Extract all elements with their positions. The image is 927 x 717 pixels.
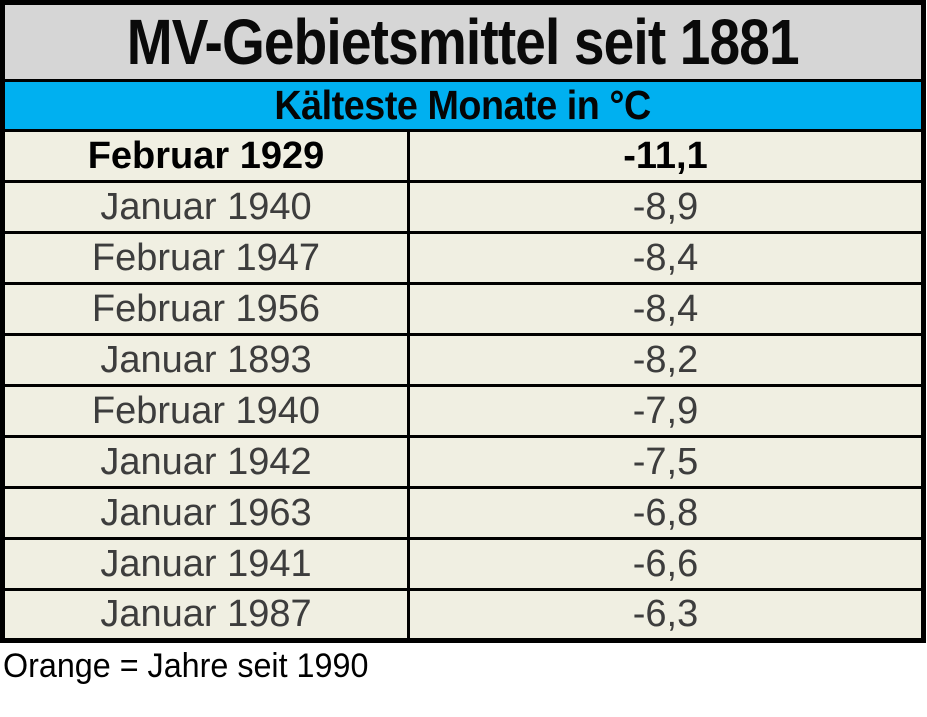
month-cell: Februar 1947 xyxy=(1,231,410,285)
value-cell: -7,9 xyxy=(407,384,925,438)
month-cell: Januar 1940 xyxy=(1,180,410,234)
table-row: Januar 1940 -8,9 xyxy=(1,180,925,234)
value-cell: -8,9 xyxy=(407,180,925,234)
legend-footnote-text: Orange = Jahre seit 1990 xyxy=(3,647,369,685)
coldest-months-table: MV-Gebietsmittel seit 1881 Kälteste Mona… xyxy=(0,0,926,643)
month-cell: Januar 1893 xyxy=(1,333,410,387)
month-cell: Januar 1942 xyxy=(1,435,410,489)
table-title: MV-Gebietsmittel seit 1881 xyxy=(126,6,800,78)
value-cell: -11,1 xyxy=(407,129,925,183)
value-cell: -6,3 xyxy=(407,588,925,642)
value-cell: -8,4 xyxy=(407,231,925,285)
table-row: Januar 1893 -8,2 xyxy=(1,333,925,387)
table-subtitle-cell: Kälteste Monate in °C xyxy=(1,79,925,132)
subtitle-row: Kälteste Monate in °C xyxy=(1,79,925,132)
legend-footnote: Orange = Jahre seit 1990 xyxy=(3,647,927,685)
table-row: Februar 1940 -7,9 xyxy=(1,384,925,438)
value-cell: -8,2 xyxy=(407,333,925,387)
value-cell: -8,4 xyxy=(407,282,925,336)
table-subtitle: Kälteste Monate in °C xyxy=(274,82,652,128)
month-cell: Februar 1940 xyxy=(1,384,410,438)
title-row: MV-Gebietsmittel seit 1881 xyxy=(1,1,925,82)
table-row: Januar 1941 -6,6 xyxy=(1,537,925,591)
table-row: Januar 1963 -6,8 xyxy=(1,486,925,540)
month-cell: Januar 1963 xyxy=(1,486,410,540)
month-cell: Februar 1929 xyxy=(1,129,410,183)
month-cell: Februar 1956 xyxy=(1,282,410,336)
month-cell: Januar 1941 xyxy=(1,537,410,591)
table-row: Februar 1956 -8,4 xyxy=(1,282,925,336)
table-title-cell: MV-Gebietsmittel seit 1881 xyxy=(1,1,925,82)
value-cell: -6,6 xyxy=(407,537,925,591)
table-row: Januar 1942 -7,5 xyxy=(1,435,925,489)
table-row: Februar 1929 -11,1 xyxy=(1,129,925,183)
table-row: Februar 1947 -8,4 xyxy=(1,231,925,285)
value-cell: -6,8 xyxy=(407,486,925,540)
table-row: Januar 1987 -6,3 xyxy=(1,588,925,642)
value-cell: -7,5 xyxy=(407,435,925,489)
month-cell: Januar 1987 xyxy=(1,588,410,642)
